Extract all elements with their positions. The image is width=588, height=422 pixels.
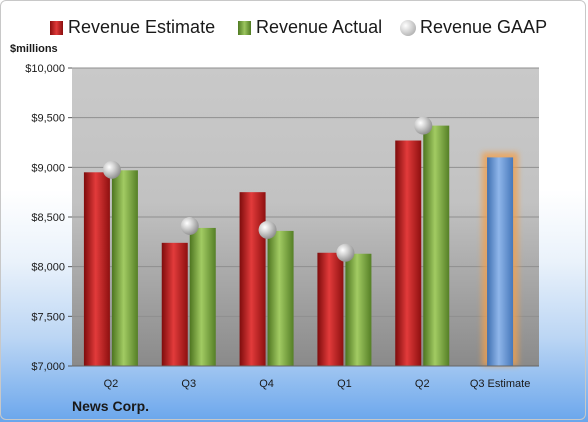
x-tick-label: Q2 xyxy=(415,378,430,390)
legend-swatch-actual xyxy=(238,21,251,35)
legend-label-estimate: Revenue Estimate xyxy=(68,17,216,37)
legend-label-actual: Revenue Actual xyxy=(256,17,383,37)
bar-revenue-actual xyxy=(267,230,294,366)
y-tick-label: $7,000 xyxy=(31,361,65,373)
bar-revenue-estimate xyxy=(239,192,266,366)
marker-revenue-gaap xyxy=(102,160,121,179)
legend-swatch-gaap xyxy=(400,20,416,36)
bars xyxy=(83,125,519,366)
bar-revenue-actual xyxy=(111,170,138,366)
marker-revenue-gaap xyxy=(336,243,355,262)
bar-revenue-actual xyxy=(423,125,450,366)
bar-revenue-estimate xyxy=(317,252,344,366)
bar-revenue-forecast xyxy=(487,157,514,366)
x-tick-label: Q1 xyxy=(337,378,352,390)
y-tick-label: $8,000 xyxy=(31,262,65,274)
bar-revenue-estimate xyxy=(161,242,188,366)
bar-revenue-actual xyxy=(345,253,372,366)
bar-revenue-estimate xyxy=(395,140,422,366)
y-tick-label: $7,500 xyxy=(31,311,65,323)
marker-revenue-gaap xyxy=(258,220,277,239)
y-tick-label: $9,500 xyxy=(31,113,65,125)
legend-swatch-estimate xyxy=(50,21,63,35)
x-tick-label: Q2 xyxy=(104,378,119,390)
company-name: News Corp. xyxy=(72,398,150,414)
bar-revenue-actual xyxy=(189,227,216,366)
x-tick-label: Q3 xyxy=(181,378,196,390)
y-tick-label: $10,000 xyxy=(25,63,65,75)
marker-revenue-gaap xyxy=(180,216,199,235)
x-tick-label: Q3 Estimate xyxy=(470,378,531,390)
marker-revenue-gaap xyxy=(414,116,433,135)
y-tick-label: $9,000 xyxy=(31,162,65,174)
legend-label-gaap: Revenue GAAP xyxy=(420,17,548,37)
chart-legend: Revenue Estimate Revenue Actual Revenue … xyxy=(0,16,588,42)
y-axis-unit-label: $millions xyxy=(10,43,58,55)
bar-revenue-estimate xyxy=(83,172,110,366)
y-axis-ticks: $7,000 $7,500 $8,000 $8,500 $9,000 $9,500 $10,… xyxy=(25,63,72,373)
y-tick-label: $8,500 xyxy=(31,212,65,224)
gaap-markers xyxy=(102,116,433,262)
x-axis-ticks: Q2 Q3 Q4 Q1 Q2 Q3 Estimate xyxy=(104,378,531,390)
x-tick-label: Q4 xyxy=(259,378,274,390)
